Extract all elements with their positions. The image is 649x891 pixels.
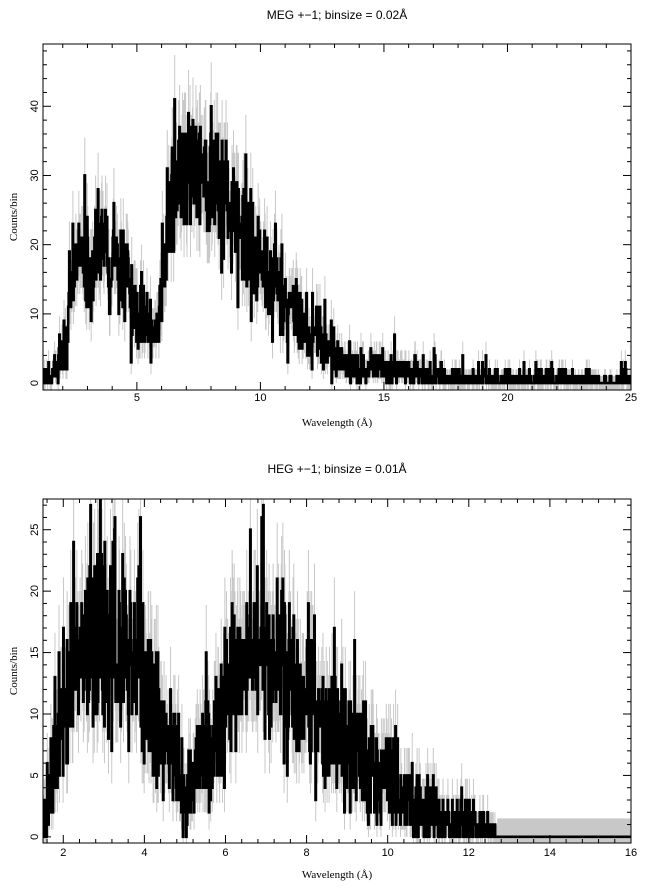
y-tick-label: 20 xyxy=(29,239,41,251)
x-axis-label: Wavelength (Å) xyxy=(302,869,373,881)
meg-panel: MEG +−1; binsize = 0.02Å 5 10 15 20 25 0 10 20 30… xyxy=(8,7,637,429)
counts-histogram-line xyxy=(43,98,631,385)
y-tick-label: 5 xyxy=(29,772,41,778)
y-tick-label: 10 xyxy=(29,308,41,320)
x-tick-label: 10 xyxy=(254,392,266,404)
zero-count-error-band xyxy=(497,818,631,837)
x-tick-label: 10 xyxy=(382,847,394,859)
x-tick-label: 2 xyxy=(60,847,66,859)
y-tick-label: 10 xyxy=(29,708,41,720)
chart-title: HEG +−1; binsize = 0.01Å xyxy=(267,461,406,476)
x-tick-label: 4 xyxy=(141,847,147,859)
x-tick-label: 5 xyxy=(134,392,140,404)
x-tick-label: 14 xyxy=(544,847,556,859)
chart-title: MEG +−1; binsize = 0.02Å xyxy=(267,7,407,22)
zero-count-error-band xyxy=(571,376,631,384)
plot-area xyxy=(43,55,631,390)
x-tick-label: 12 xyxy=(463,847,475,859)
x-tick-label: 15 xyxy=(378,392,390,404)
y-tick-label: 15 xyxy=(29,646,41,658)
y-tick-label: 20 xyxy=(29,585,41,597)
counts-histogram-line xyxy=(43,499,631,839)
plot-area xyxy=(43,499,631,843)
x-axis-label: Wavelength (Å) xyxy=(302,417,373,429)
heg-panel: HEG +−1; binsize = 0.01Å 2 4 6 8 10 12 14 16 0 5 10… xyxy=(8,461,637,881)
x-tick-label: 8 xyxy=(304,847,310,859)
y-tick-label: 40 xyxy=(29,100,41,112)
y-tick-label: 0 xyxy=(29,834,41,840)
y-tick-label: 25 xyxy=(29,524,41,536)
x-tick-label: 16 xyxy=(625,847,637,859)
x-tick-label: 25 xyxy=(625,392,637,404)
x-tick-label: 6 xyxy=(222,847,228,859)
y-axis-label: Counts/bin xyxy=(8,192,20,241)
y-axis-label: Counts/bin xyxy=(8,646,20,695)
y-tick-label: 0 xyxy=(29,380,41,386)
plot-frame xyxy=(42,498,632,844)
x-tick-label: 20 xyxy=(501,392,513,404)
y-tick-label: 30 xyxy=(29,169,41,181)
